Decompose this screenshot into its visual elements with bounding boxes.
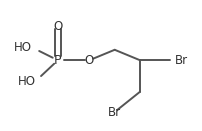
Text: O: O: [53, 20, 62, 33]
Text: P: P: [54, 54, 61, 67]
Text: HO: HO: [17, 75, 35, 88]
Text: Br: Br: [174, 54, 187, 67]
Text: HO: HO: [13, 41, 31, 54]
Text: O: O: [84, 54, 94, 67]
Text: Br: Br: [108, 105, 121, 119]
